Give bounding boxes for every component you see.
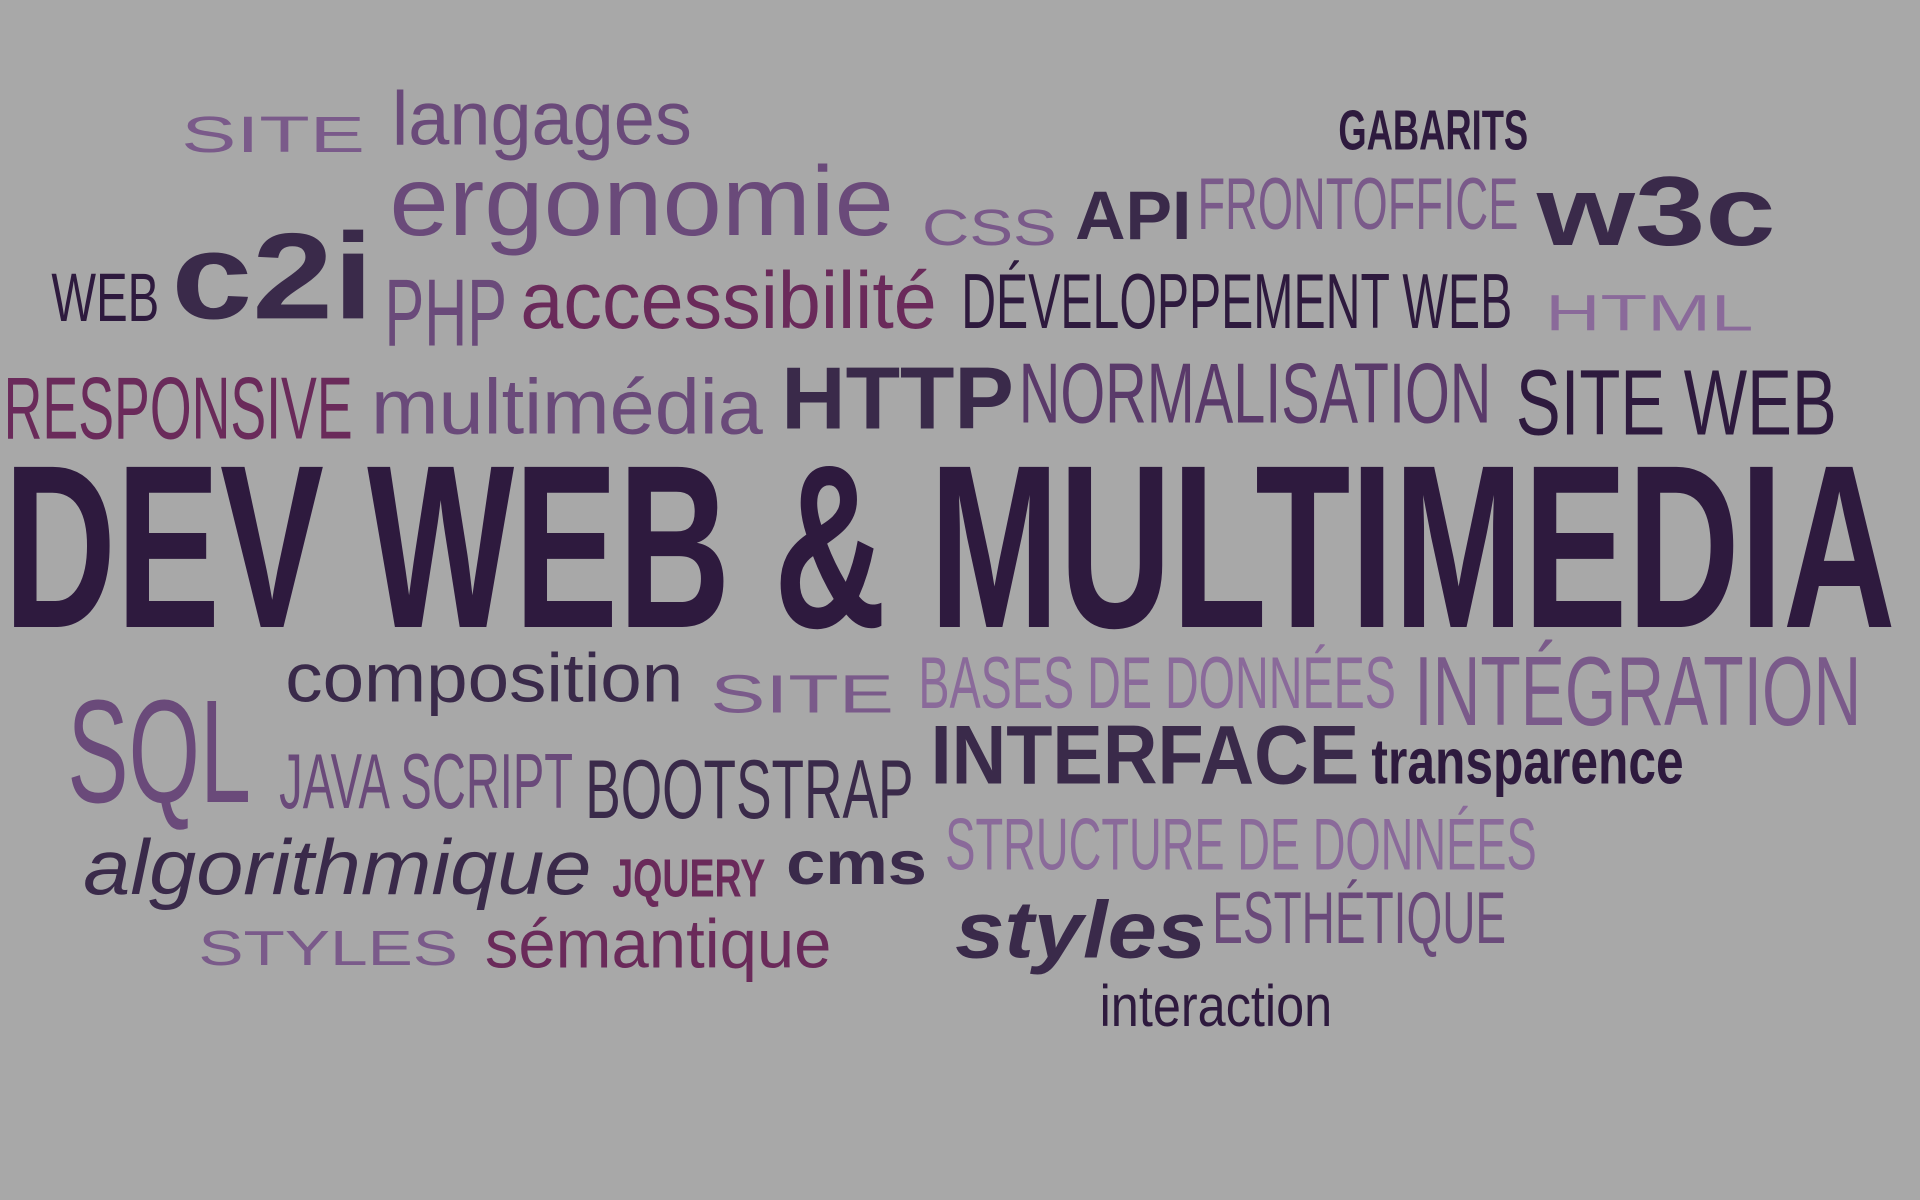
word: API [1075, 177, 1191, 254]
word: STYLES [198, 922, 458, 976]
word: SQL [67, 670, 251, 834]
word: NORMALISATION [1019, 345, 1492, 441]
word: accessibilité [520, 256, 936, 346]
word: cms [786, 829, 927, 897]
word: RESPONSIVE [4, 358, 353, 457]
word: PHP [384, 260, 506, 366]
word: transparence [1371, 727, 1683, 798]
word: multimédia [371, 362, 763, 450]
word: langages [392, 76, 692, 161]
word: CSS [922, 198, 1057, 256]
word: HTML [1545, 284, 1753, 342]
word: c2i [171, 207, 373, 344]
word: sémantique [485, 905, 832, 982]
word: ESTHÉTIQUE [1212, 876, 1506, 959]
word: ergonomie [389, 146, 893, 256]
word: STRUCTURE DE DONNÉES [945, 802, 1536, 885]
word: SITE WEB [1516, 351, 1837, 455]
word: DÉVELOPPEMENT WEB [961, 257, 1512, 345]
word: JAVA SCRIPT [279, 737, 573, 825]
word: BOOTSTRAP [585, 743, 913, 836]
word: styles [955, 886, 1206, 976]
word: WEB [51, 259, 159, 336]
word: JQUERY [612, 848, 765, 908]
word: INTERFACE [931, 709, 1360, 802]
word: composition [285, 640, 683, 717]
word: SITE [710, 665, 894, 725]
word: HTTP [781, 349, 1014, 448]
word: DEV WEB & MULTIMEDIA [4, 417, 1896, 677]
word: w3c [1535, 156, 1775, 266]
word: algorithmique [83, 823, 591, 911]
word: INTÉGRATION [1414, 636, 1861, 746]
word: SITE [181, 105, 365, 163]
word: BASES DE DONNÉES [918, 641, 1396, 724]
word: FRONTOFFICE [1198, 162, 1519, 245]
word: interaction [1100, 974, 1333, 1039]
word: GABARITS [1338, 98, 1528, 161]
